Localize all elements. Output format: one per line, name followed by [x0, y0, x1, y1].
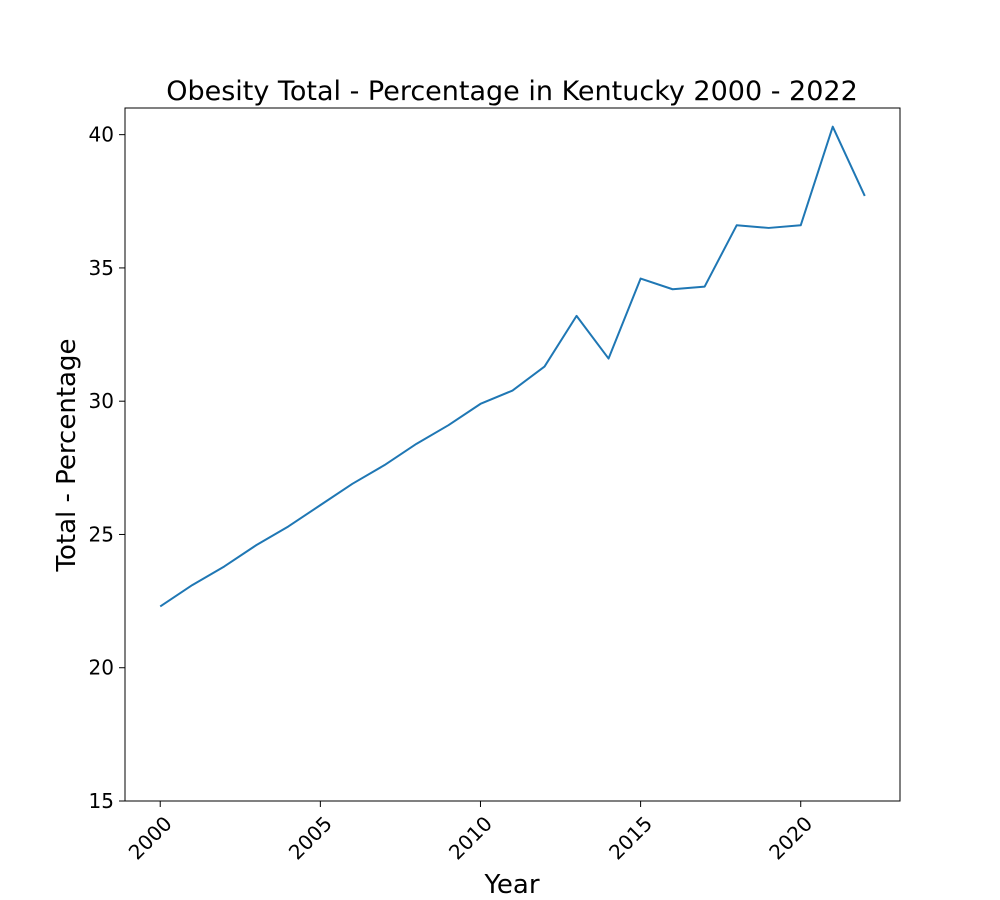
- y-tick-label: 40: [89, 123, 114, 147]
- y-tick-label: 20: [89, 656, 114, 680]
- x-axis-label: Year: [483, 870, 539, 900]
- y-tick-label: 25: [89, 522, 114, 546]
- series-line-0: [159, 125, 866, 608]
- y-tick-label: 35: [89, 256, 114, 280]
- y-axis-label: Total - Percentage: [52, 339, 82, 573]
- y-tick-label: 15: [89, 789, 114, 813]
- y-tick-label: 30: [89, 389, 114, 413]
- axes-frame: [124, 107, 901, 802]
- y-axis: 15 20 25 30 35 40: [89, 123, 125, 813]
- chart-title: Obesity Total - Percentage in Kentucky 2…: [166, 76, 858, 107]
- plot-area: [159, 125, 866, 608]
